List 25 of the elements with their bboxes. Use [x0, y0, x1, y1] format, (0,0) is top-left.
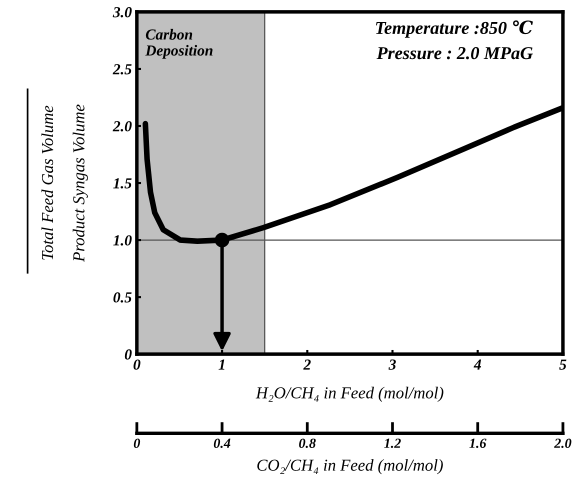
- y-tick-label: 2.0: [112, 121, 132, 132]
- x-tick-label: 1: [218, 360, 224, 370]
- annotation: Temperature :850 ℃: [376, 20, 533, 38]
- x2-tick-label: 0: [134, 438, 140, 448]
- annotation: Pressure : 2.0 MPaG: [376, 47, 533, 60]
- y-tick-label: 1.5: [113, 178, 132, 189]
- x2-tick-label: 1.6: [469, 438, 486, 448]
- y-axis-title: Total Feed Gas Volume Product Syngas Volume: [41, 104, 88, 262]
- x2-axis-title: CO₂/CH₄ in Feed (mol/mol): [257, 459, 443, 474]
- y-tick-label: 3.0: [112, 7, 132, 18]
- y-tick-label: 0.5: [113, 292, 132, 303]
- x-axis-title: H₂O/CH₄ in Feed (mol/mol): [256, 386, 444, 402]
- y-tick-label: 1.0: [113, 235, 132, 246]
- x-tick-label: 2: [303, 359, 311, 370]
- x2-tick-label: 0.8: [299, 438, 316, 448]
- y-tick-label: 2.5: [112, 64, 132, 74]
- x-tick-label: 3: [388, 359, 396, 370]
- x2-tick-label: 1.2: [384, 438, 401, 448]
- band-label: Carbon Deposition: [145, 28, 213, 59]
- x2-tick-label: 0.4: [214, 438, 230, 448]
- x-tick-label: 4: [474, 360, 482, 370]
- y-tick-label: 0: [124, 349, 132, 360]
- x-tick-label: 0: [134, 359, 140, 370]
- x2-tick-label: 2.0: [554, 438, 572, 448]
- x-tick-label: 5: [559, 360, 566, 370]
